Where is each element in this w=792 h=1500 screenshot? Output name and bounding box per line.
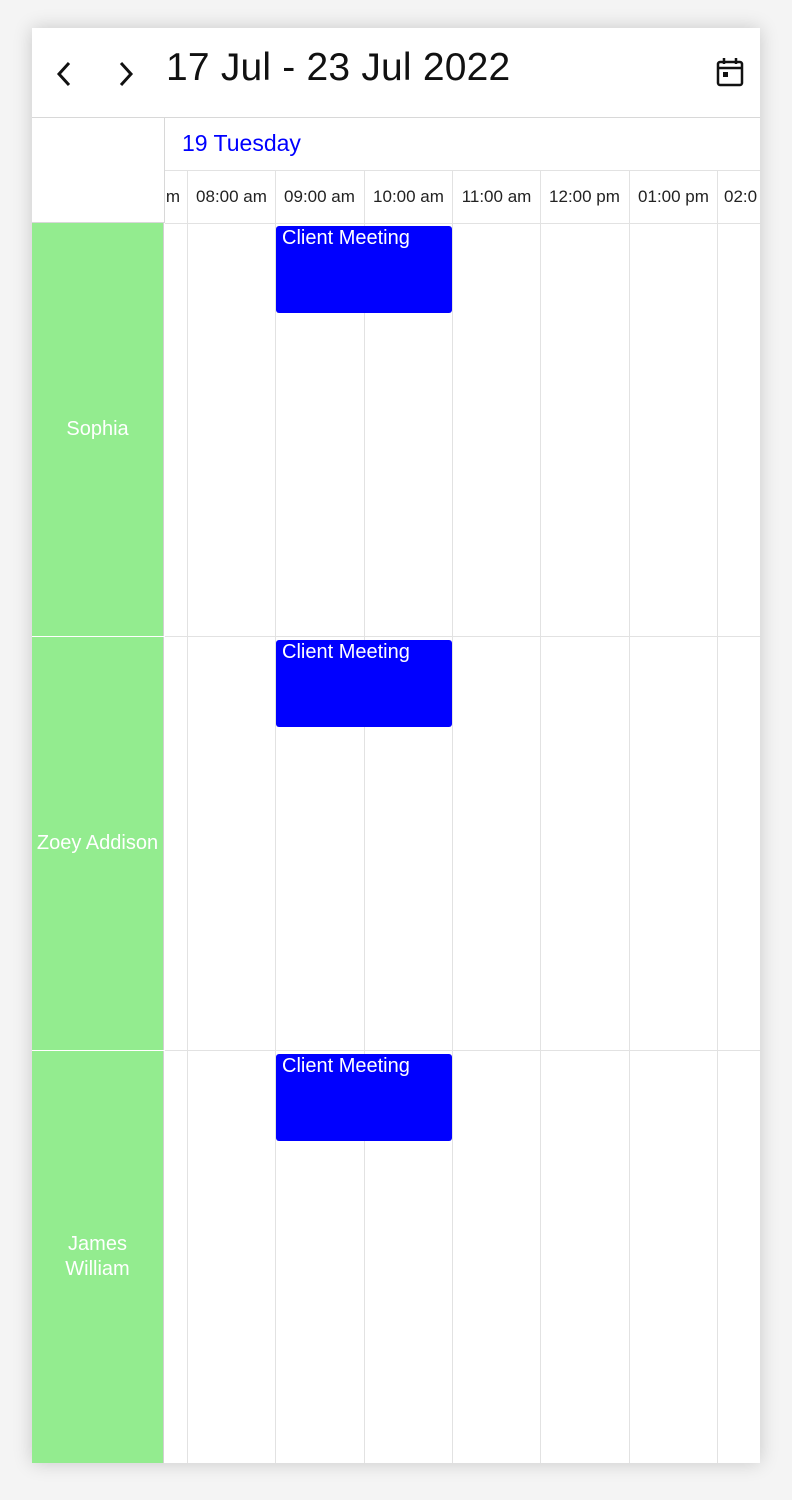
grid-line	[187, 223, 188, 1463]
scheduler-header: 17 Jul - 23 Jul 2022	[32, 28, 760, 118]
appointment[interactable]: Client Meeting	[276, 640, 452, 727]
resource-zoey-addison[interactable]: Zoey Addison	[32, 637, 164, 1050]
resource-sophia[interactable]: Sophia	[32, 223, 164, 636]
grid-line	[165, 1050, 760, 1051]
grid-line	[364, 223, 365, 1463]
date-header: 19 Tuesday	[165, 118, 760, 171]
time-slot-label: 01:00 pm	[629, 171, 717, 223]
chevron-left-icon	[56, 61, 71, 87]
time-slot-label: 11:00 am	[452, 171, 540, 223]
grid-line	[717, 223, 718, 1463]
time-slot-label: 12:00 pm	[540, 171, 628, 223]
date-range-title[interactable]: 17 Jul - 23 Jul 2022	[166, 46, 511, 89]
time-ruler: m 08:00 am 09:00 am 10:00 am 11:00 am 12…	[165, 171, 760, 224]
resource-header-corner	[32, 118, 165, 223]
time-slot-label: m	[165, 187, 180, 206]
chevron-right-icon	[119, 61, 134, 87]
previous-button[interactable]	[44, 54, 84, 94]
scheduler: 17 Jul - 23 Jul 2022 19 Tuesday m 08:00 …	[32, 28, 760, 1463]
appointment[interactable]: Client Meeting	[276, 226, 452, 313]
appointment-subject: Client Meeting	[282, 1055, 410, 1077]
time-slot-label: 08:00 am	[187, 171, 275, 223]
date-label[interactable]: 19 Tuesday	[182, 130, 301, 156]
time-slot-label: 09:00 am	[275, 171, 363, 223]
time-slot-label: 10:00 am	[364, 171, 452, 223]
resource-name: James William	[65, 1233, 130, 1280]
grid-line	[629, 223, 630, 1463]
appointment-subject: Client Meeting	[282, 641, 410, 663]
timeline-grid[interactable]: Client Meeting Client Meeting Client Mee…	[165, 223, 760, 1463]
calendar-button[interactable]	[712, 54, 748, 90]
resource-name: Zoey Addison	[36, 832, 159, 854]
appointment[interactable]: Client Meeting	[276, 1054, 452, 1141]
grid-line	[452, 223, 453, 1463]
next-button[interactable]	[106, 54, 146, 94]
grid-line	[540, 223, 541, 1463]
appointment-subject: Client Meeting	[282, 227, 410, 249]
grid-line	[165, 636, 760, 637]
resource-james-william[interactable]: James William	[32, 1051, 164, 1463]
resource-name: Sophia	[66, 418, 129, 440]
time-slot-label: 02:0	[717, 171, 760, 223]
calendar-icon	[716, 58, 744, 87]
grid-line	[275, 223, 276, 1463]
